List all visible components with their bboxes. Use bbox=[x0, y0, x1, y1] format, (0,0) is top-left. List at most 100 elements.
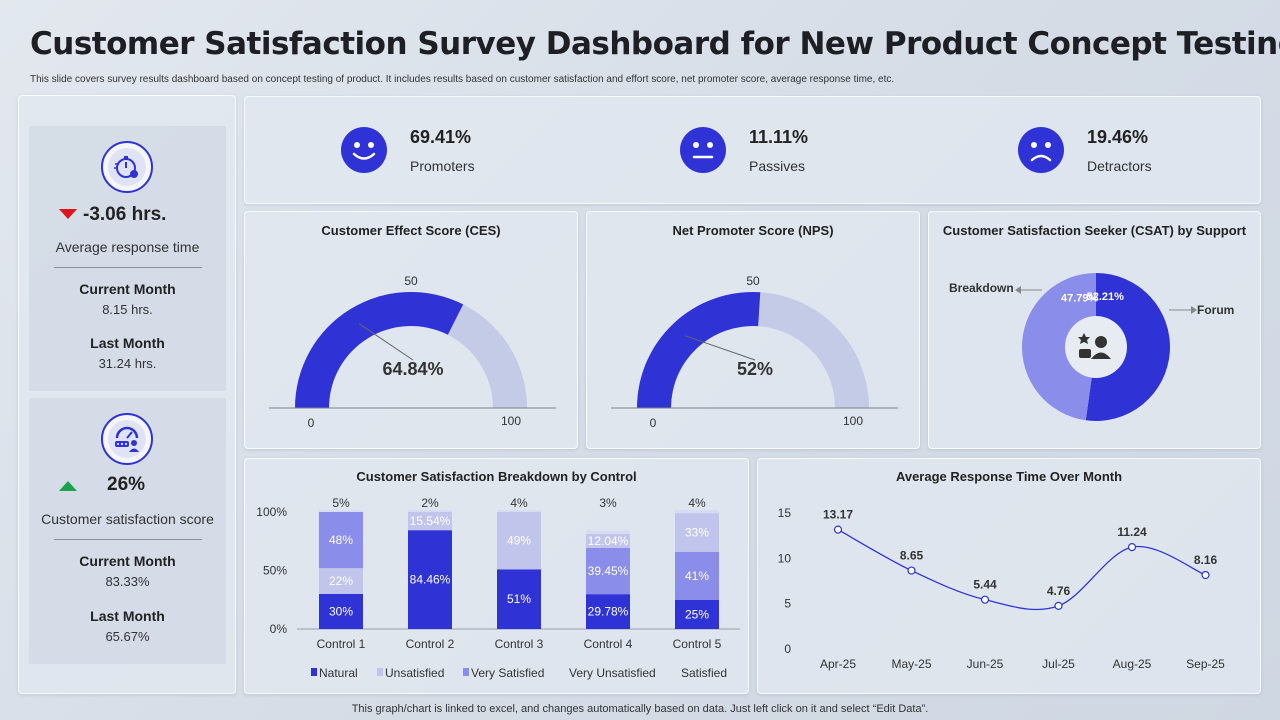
x-category-label: Control 4 bbox=[584, 637, 633, 651]
data-point bbox=[833, 525, 843, 534]
customer-rating-icon bbox=[101, 413, 153, 465]
gauge-max-label: 100 bbox=[843, 414, 863, 428]
gauge-min-label: 0 bbox=[308, 416, 315, 430]
data-label: 4.76 bbox=[1047, 584, 1071, 598]
data-point bbox=[1201, 570, 1210, 580]
bar-total-label: 5% bbox=[332, 496, 350, 510]
x-category-label: Control 1 bbox=[317, 637, 366, 651]
bar-value-label: 48% bbox=[329, 533, 353, 547]
response-time-label: Average response time bbox=[55, 239, 200, 255]
gauge-mid-label: 50 bbox=[404, 274, 418, 288]
donut-value-label-breakdown: 47.79% bbox=[1061, 293, 1099, 305]
response-last-month-value: 31.24 hrs. bbox=[98, 356, 157, 371]
x-tick-label: May-25 bbox=[891, 657, 931, 671]
legend-swatch bbox=[377, 668, 383, 676]
bar-segment-satisfied bbox=[408, 510, 452, 512]
bar-total-label: 4% bbox=[510, 496, 528, 510]
csat-donut-panel: Customer Satisfaction Seeker (CSAT) by S… bbox=[928, 211, 1261, 449]
y-tick-label: 15 bbox=[778, 506, 792, 520]
bar-segment-satisfied bbox=[497, 510, 541, 512]
bar-segment-very-satisfied bbox=[319, 512, 363, 569]
smile-face-icon bbox=[341, 127, 387, 173]
satisfaction-current-month-label: Current Month bbox=[79, 553, 176, 569]
footer-note: This graph/chart is linked to excel, and… bbox=[351, 703, 929, 715]
bar-segment-natural bbox=[497, 569, 541, 629]
response-line-panel: Average Response Time Over Month 0 5 10 15 1… bbox=[757, 458, 1261, 694]
response-time-line bbox=[837, 529, 1206, 611]
trend-down-icon bbox=[59, 209, 77, 219]
promoters-label: Promoters bbox=[410, 158, 475, 174]
satisfaction-score-label: Customer satisfaction score bbox=[41, 511, 214, 527]
ces-gauge-panel: Customer Effect Score (CES) 64.84% 50 0 … bbox=[244, 211, 578, 449]
bar-segment-very-unsatisfied bbox=[497, 512, 541, 570]
bar-value-label: 29.78% bbox=[588, 605, 629, 619]
bar-segment-unsatisfied bbox=[319, 568, 363, 594]
data-label: 11.24 bbox=[1117, 525, 1147, 539]
response-last-month-label: Last Month bbox=[90, 335, 165, 351]
bar-value-label: 39.45% bbox=[588, 564, 629, 578]
bar-segment-natural bbox=[408, 530, 452, 629]
forum-arrowhead bbox=[1191, 306, 1197, 314]
x-tick-label: Apr-25 bbox=[820, 657, 856, 671]
x-tick-label: Jun-25 bbox=[967, 657, 1004, 671]
bar-segment-very-satisfied bbox=[586, 548, 630, 595]
detractors-percent: 19.46% bbox=[1087, 127, 1149, 147]
bar-segment-satisfied bbox=[319, 510, 363, 512]
nps-chart-title: Net Promoter Score (NPS) bbox=[672, 223, 834, 238]
donut-slice-forum bbox=[1085, 273, 1170, 421]
y-tick-label: 10 bbox=[778, 551, 792, 565]
bar-segment-very-unsatisfied bbox=[586, 533, 630, 549]
donut-value-label-forum: 52.21% bbox=[1087, 291, 1125, 303]
x-tick-label: Aug-25 bbox=[1113, 657, 1152, 671]
y-tick-label: 50% bbox=[263, 564, 287, 578]
bar-value-label: 12.04% bbox=[588, 534, 629, 548]
bar-value-label: 41% bbox=[685, 569, 709, 583]
divider bbox=[54, 267, 202, 268]
kpi-sidebar: -3.06 hrs. Average response time Current… bbox=[18, 95, 236, 694]
data-label: 13.17 bbox=[823, 508, 853, 522]
donut-hole bbox=[1065, 316, 1127, 378]
breakdown-legend-label: Breakdown bbox=[949, 281, 1014, 295]
gauge-fill bbox=[637, 292, 761, 408]
response-current-month-label: Current Month bbox=[79, 281, 176, 297]
bar-segment-natural bbox=[675, 599, 719, 629]
bar-segment-satisfied bbox=[586, 530, 630, 534]
data-label: 8.65 bbox=[900, 549, 924, 563]
bar-chart-title: Customer Satisfaction Breakdown by Contr… bbox=[356, 469, 637, 484]
response-time-value: -3.06 hrs. bbox=[83, 204, 167, 225]
data-point bbox=[1127, 542, 1137, 552]
x-category-label: Control 3 bbox=[495, 637, 544, 651]
x-category-label: Control 5 bbox=[673, 637, 722, 651]
legend-label: Natural bbox=[319, 666, 358, 680]
legend-label: Satisfied bbox=[681, 666, 727, 680]
legend-swatch bbox=[463, 668, 469, 676]
y-tick-label: 0 bbox=[784, 642, 791, 656]
data-label: 8.16 bbox=[1194, 553, 1218, 567]
gauge-fill bbox=[295, 292, 464, 408]
bar-total-label: 4% bbox=[688, 496, 706, 510]
bar-segment-natural bbox=[586, 594, 630, 629]
nps-summary-panel: 69.41% Promoters 11.11% Passives 19.46% … bbox=[244, 96, 1261, 204]
gauge-value-label: 64.84% bbox=[382, 359, 443, 379]
legend-label: Very Unsatisfied bbox=[569, 666, 656, 680]
bar-segment-very-unsatisfied bbox=[408, 512, 452, 531]
passives-percent: 11.11% bbox=[749, 127, 809, 147]
promoters-percent: 69.41% bbox=[410, 127, 472, 147]
gauge-min-label: 0 bbox=[650, 416, 657, 430]
csat-chart-title: Customer Satisfaction Seeker (CSAT) by S… bbox=[942, 223, 1247, 238]
bar-value-label: 33% bbox=[685, 525, 709, 539]
response-current-month-value: 8.15 hrs. bbox=[102, 302, 153, 317]
neutral-face-icon bbox=[680, 127, 726, 173]
bar-value-label: 49% bbox=[507, 534, 531, 548]
line-chart-title: Average Response Time Over Month bbox=[895, 469, 1123, 484]
breakdown-bar-panel: Customer Satisfaction Breakdown by Contr… bbox=[244, 458, 749, 694]
gauge-value-label: 52% bbox=[737, 359, 773, 379]
donut-slice-breakdown bbox=[1022, 273, 1096, 421]
ces-chart-title: Customer Effect Score (CES) bbox=[321, 223, 501, 238]
forum-legend-label: Forum bbox=[1197, 303, 1234, 317]
legend-label: Very Satisfied bbox=[471, 666, 544, 680]
divider bbox=[54, 539, 202, 540]
satisfaction-score-card: 26% Customer satisfaction score Current … bbox=[29, 398, 226, 664]
csat-donut-chart: 52.21% 47.79% Forum Breakdown bbox=[949, 273, 1234, 421]
legend-swatch bbox=[311, 668, 317, 676]
